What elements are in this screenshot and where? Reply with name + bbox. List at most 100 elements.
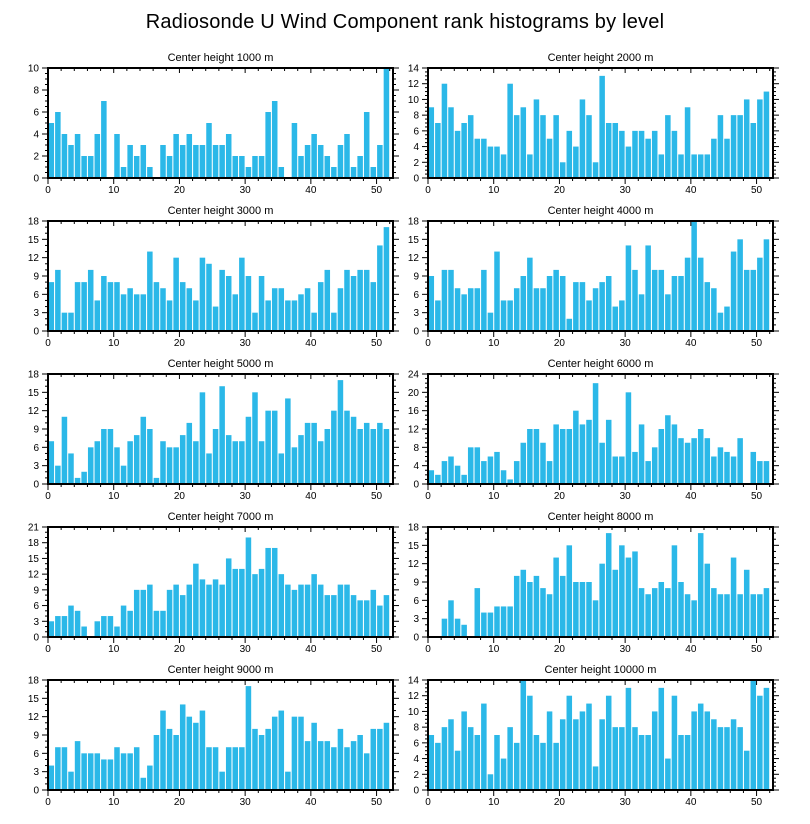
bar [383,595,390,637]
bar [573,146,579,178]
bar [206,584,212,637]
bar [285,771,291,790]
bar [186,134,193,178]
subplot-10: Center height 10000 m 0 10 20 30 40 50 0 2 4 6 8 10 1… [408,664,779,808]
bar [592,600,599,637]
bar [638,294,645,331]
bar [605,419,612,484]
bar [55,112,61,178]
bar [133,156,140,178]
bar [612,123,619,178]
y-tick-label: 0 [33,174,39,185]
bar [331,595,337,637]
bar [87,753,94,790]
bar [599,563,605,637]
y-tick-label: 0 [33,480,39,491]
bar [193,441,199,484]
x-tick-label: 0 [425,185,431,196]
bar [435,300,441,331]
bar [632,269,638,331]
y-tick-label: 6 [33,443,39,454]
bar [212,306,219,331]
bar [193,145,199,178]
bar [252,156,258,178]
bar [81,753,87,790]
bar [638,424,645,484]
bar [507,300,513,331]
bar [533,288,540,331]
y-tick-label: 9 [33,272,39,283]
y-tick-label: 2 [33,152,39,163]
bar [94,621,101,637]
bar [363,422,370,484]
x-tick-label: 0 [45,185,51,196]
bar [114,134,120,178]
y-tick-label: 8 [413,111,419,122]
bar [337,288,344,331]
bar [579,282,586,331]
bar [612,456,619,484]
bar [160,610,166,637]
bar [245,686,252,790]
y-tick-label: 9 [413,578,419,589]
bar [704,711,711,790]
bar [441,727,448,790]
bar [140,589,147,637]
x-tick-label: 20 [554,797,566,808]
bar [573,282,579,331]
bar [94,300,101,331]
x-tick-label: 30 [240,644,252,655]
subplot-title: Center height 6000 m [548,358,654,370]
y-tick-label: 24 [408,370,420,381]
plot-frame [47,67,394,179]
bar [592,766,599,790]
bar [127,441,133,484]
x-tick-label: 10 [488,338,500,349]
y-tick-label: 15 [28,235,40,246]
bar [481,138,487,178]
bar [206,123,212,178]
bars [48,537,390,637]
bar [153,610,160,637]
bar [612,727,619,790]
bar [579,424,586,484]
bar [140,777,147,790]
bar [553,742,559,790]
x-tick-label: 50 [751,338,763,349]
bar [507,727,513,790]
subplot-4: Center height 4000 m 0 10 20 30 40 50 0 3 6 9 12 15 1… [408,205,779,349]
bar [678,438,684,484]
bar [304,288,311,331]
bar [527,695,533,790]
y-tick-label: 12 [28,570,40,581]
bar [671,130,678,178]
bar [441,269,448,331]
bar [487,456,494,484]
bar [285,584,291,637]
bar [147,765,153,790]
subplot-title: Center height 3000 m [168,205,274,217]
bar [678,276,684,331]
bar [271,716,278,790]
bar [500,606,507,637]
x-tick-label: 10 [108,644,120,655]
bar [711,588,717,637]
bar [763,239,770,331]
bar [757,257,763,331]
bar [140,294,147,331]
bar [81,471,87,484]
bar [461,624,467,637]
subplot-title: Center height 2000 m [548,52,654,64]
bar [645,735,651,790]
bar [120,753,127,790]
bar [55,616,61,637]
bar [285,300,291,331]
bar [717,727,724,790]
bar [173,134,179,178]
bar [317,441,324,484]
bar [605,533,612,637]
bar [160,288,166,331]
bar [566,545,573,637]
bar [704,563,711,637]
bar [219,386,225,484]
